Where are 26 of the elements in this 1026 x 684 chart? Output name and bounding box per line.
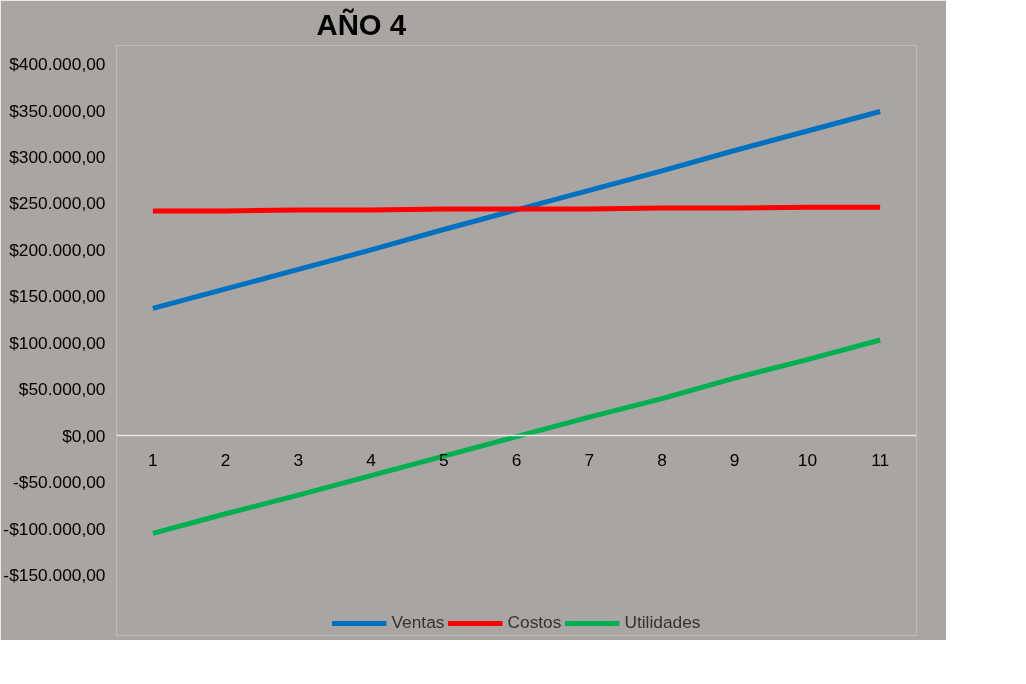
- y-tick-label: $350.000,00: [9, 100, 106, 121]
- y-tick-label: $100.000,00: [9, 332, 106, 353]
- y-tick-label: $200.000,00: [9, 239, 106, 260]
- x-tick-label: 9: [729, 449, 740, 470]
- x-tick-label: 1: [148, 449, 158, 470]
- legend-label: Costos: [507, 612, 562, 633]
- y-tick-label: -$50.000,00: [13, 472, 106, 493]
- y-tick-label: $0,00: [62, 425, 106, 446]
- x-tick-label: 4: [366, 449, 377, 470]
- x-tick-label: 11: [871, 449, 890, 470]
- y-tick-label: -$100.000,00: [3, 518, 106, 539]
- y-tick-label: $300.000,00: [9, 147, 106, 167]
- chart-title: AÑO 4: [316, 7, 407, 41]
- x-tick-label: 10: [797, 449, 818, 470]
- y-tick-label: $50.000,00: [18, 379, 106, 400]
- legend-label: Ventas: [391, 612, 445, 633]
- y-tick-label: $150.000,00: [9, 286, 106, 307]
- x-tick-label: 8: [657, 449, 667, 470]
- y-tick-label: $250.000,00: [9, 193, 106, 214]
- x-tick-label: 3: [293, 449, 304, 470]
- x-tick-label: 7: [584, 449, 595, 470]
- x-tick-label: 6: [511, 449, 522, 470]
- x-tick-label: 2: [220, 449, 231, 470]
- y-tick-label: -$150.000,00: [3, 565, 106, 586]
- legend-label: Utilidades: [624, 612, 701, 633]
- y-tick-label: $400.000,00: [9, 54, 106, 75]
